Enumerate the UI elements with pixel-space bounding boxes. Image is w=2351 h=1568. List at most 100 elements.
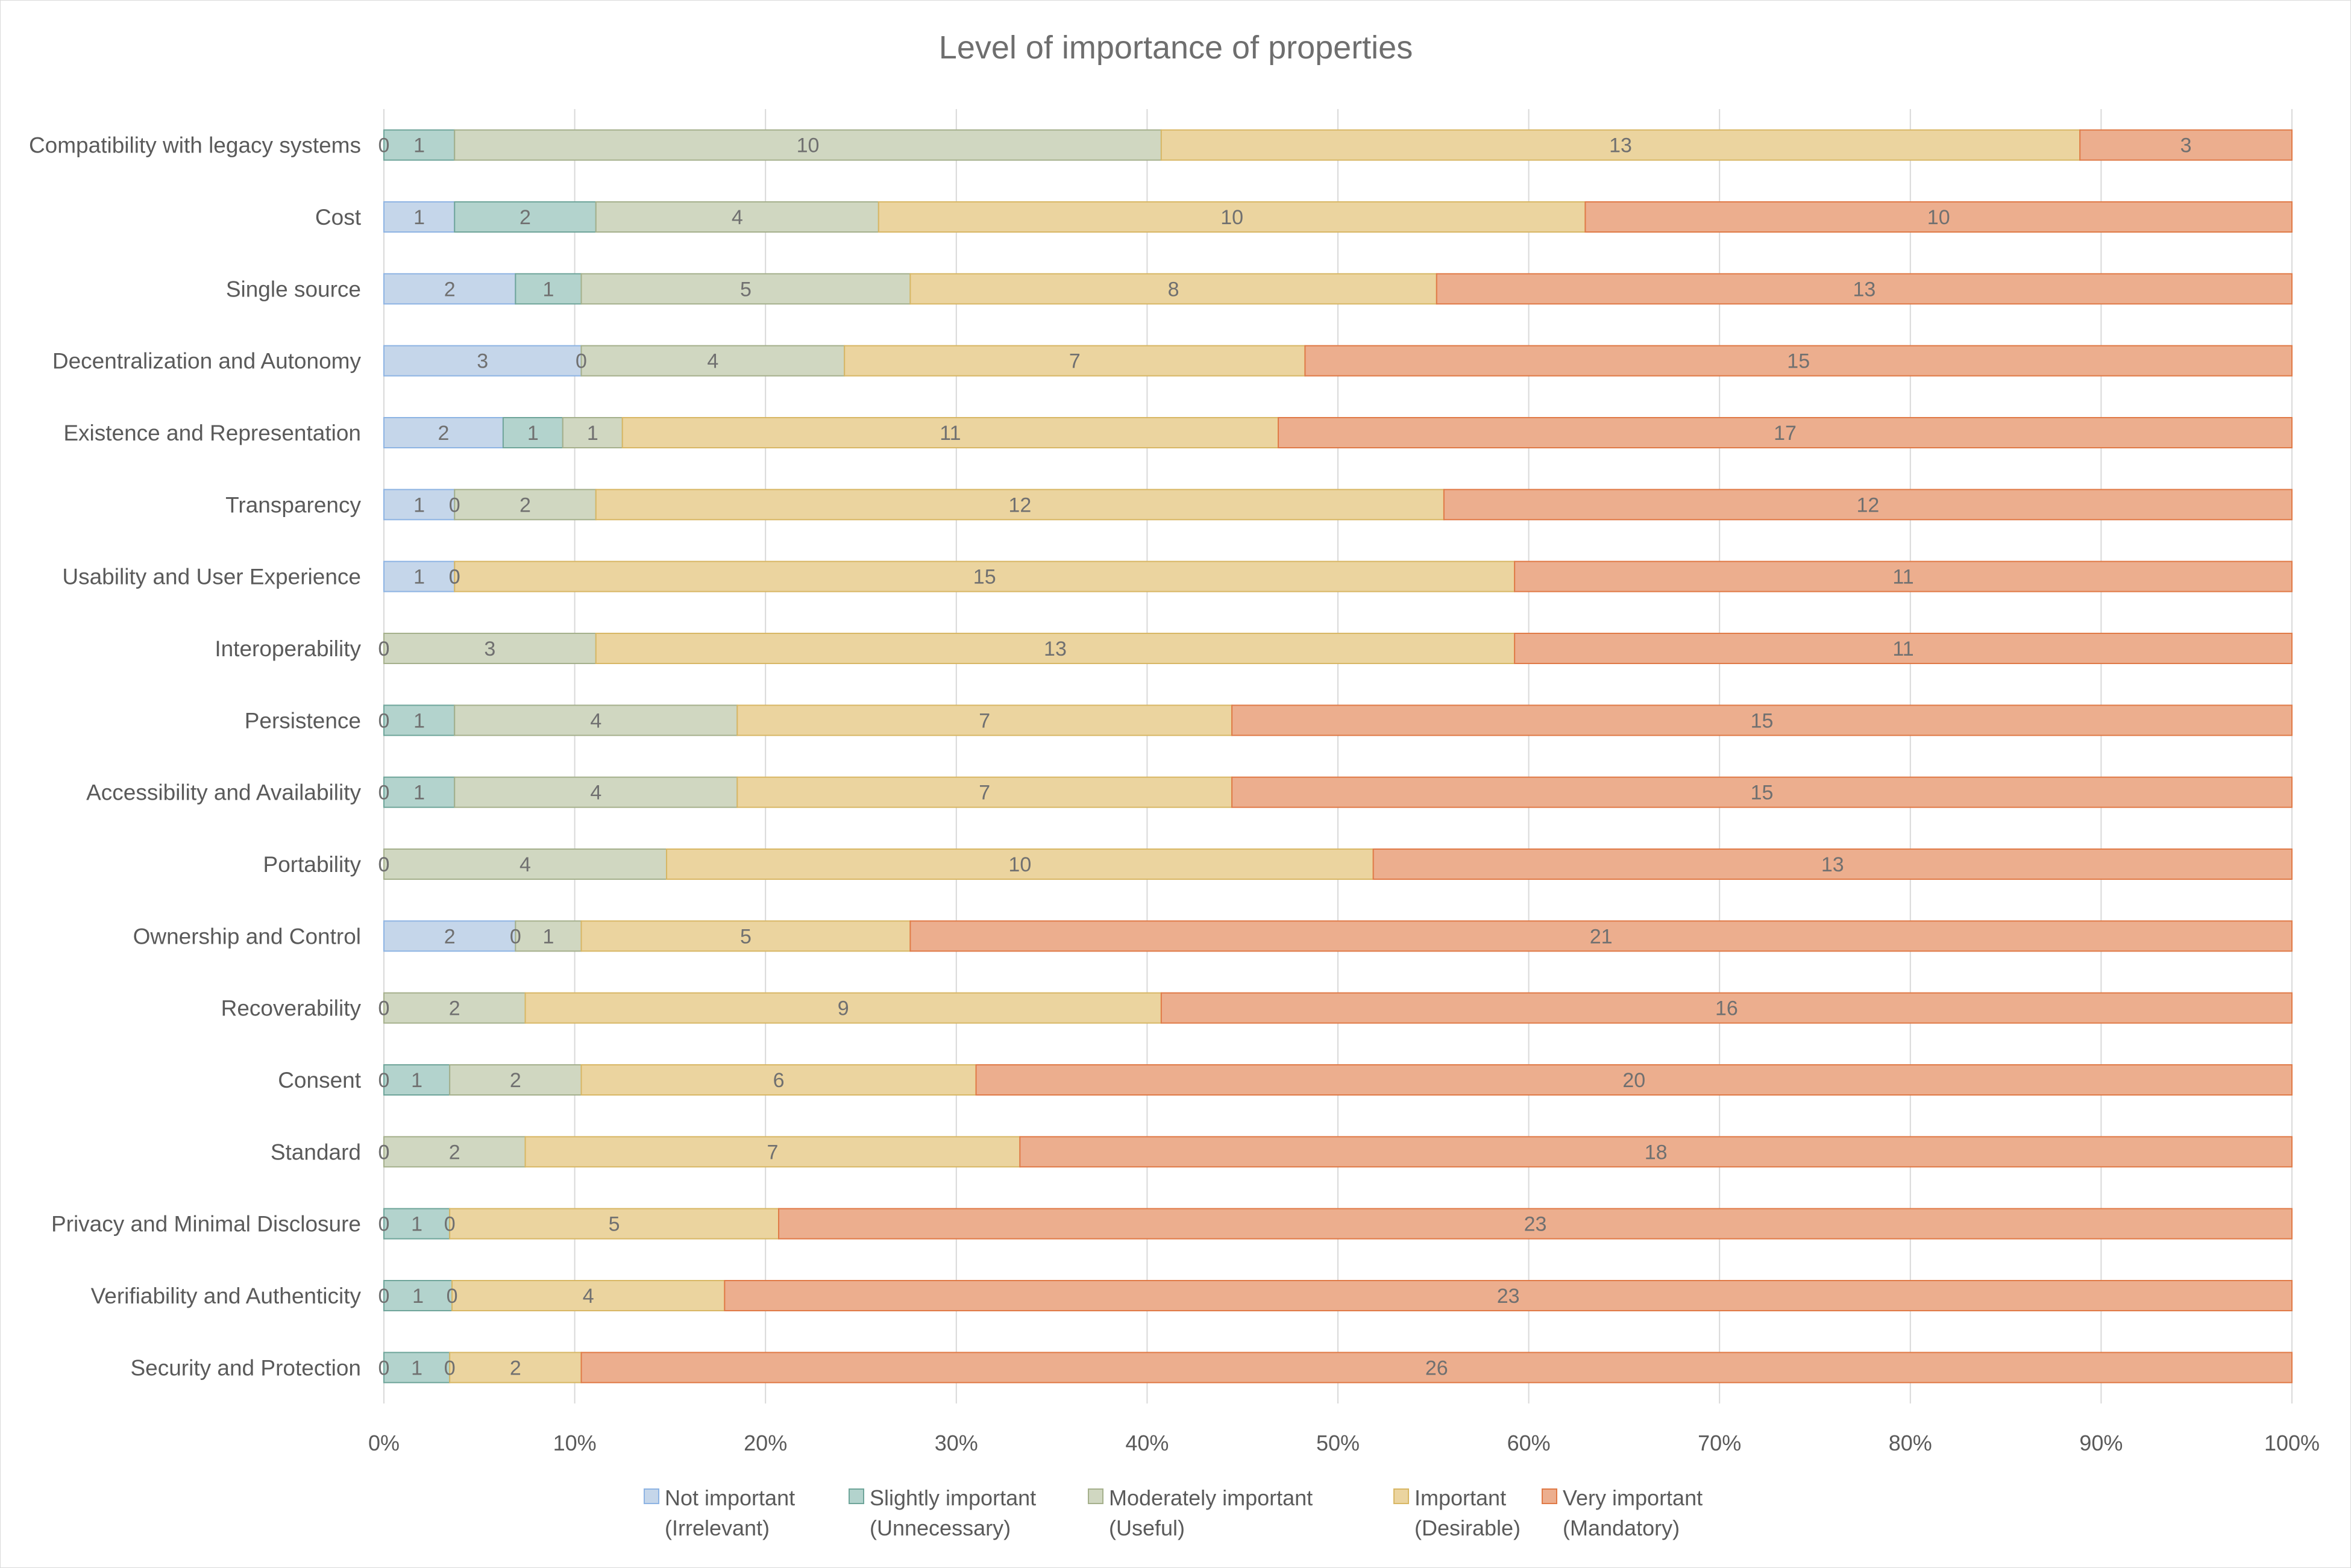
value-axis: 0% 10% 20% 30% 40% 50% 60% 70% 80% 90% 100% bbox=[368, 1431, 2320, 1455]
data-label: 0 bbox=[378, 853, 390, 876]
bar-segment-very-important bbox=[1443, 489, 2293, 521]
data-label: 15 bbox=[1751, 782, 1774, 804]
bar-segment-important bbox=[449, 1208, 780, 1240]
bar-segment-very-important bbox=[1372, 848, 2293, 880]
bar-segment-very-important bbox=[1304, 345, 2293, 377]
x-tick-label: 70% bbox=[1698, 1431, 1741, 1455]
data-label: 0 bbox=[510, 925, 521, 948]
data-label: 4 bbox=[707, 350, 718, 373]
data-label: 2 bbox=[449, 997, 460, 1020]
data-label: 16 bbox=[1715, 997, 1738, 1020]
data-label: 18 bbox=[1645, 1141, 1668, 1164]
data-label: 2 bbox=[519, 206, 531, 229]
bar-segment-very-important bbox=[1160, 992, 2293, 1024]
data-label: 13 bbox=[1853, 278, 1875, 301]
bar-segment-very-important bbox=[724, 1280, 2293, 1311]
bar-segment-very-important bbox=[1514, 633, 2293, 664]
bars bbox=[383, 129, 2293, 1384]
bar-segment-moderately-important bbox=[580, 345, 846, 377]
data-label: 0 bbox=[378, 638, 390, 660]
data-label: 13 bbox=[1821, 853, 1844, 876]
data-label: 0 bbox=[378, 709, 390, 732]
x-tick-label: 80% bbox=[1889, 1431, 1932, 1455]
data-label: 1 bbox=[412, 1285, 424, 1308]
data-label: 12 bbox=[1857, 494, 1880, 516]
data-label: 17 bbox=[1774, 422, 1797, 445]
data-label: 1 bbox=[413, 494, 425, 516]
bar-segment-slightly-important bbox=[454, 201, 597, 233]
bar-segment-not-important bbox=[383, 345, 582, 377]
bar-segment-moderately-important bbox=[383, 992, 526, 1024]
category-label: Cost bbox=[315, 205, 362, 230]
data-label: 12 bbox=[1008, 494, 1031, 516]
data-label: 0 bbox=[378, 1141, 390, 1164]
legend-label: (Mandatory) bbox=[1563, 1516, 1680, 1540]
x-tick-label: 90% bbox=[2079, 1431, 2123, 1455]
bar-segment-very-important bbox=[778, 1208, 2293, 1240]
x-tick-label: 20% bbox=[744, 1431, 787, 1455]
bar-segment-important bbox=[666, 848, 1374, 880]
data-label: 1 bbox=[413, 566, 425, 589]
bar-segment-important bbox=[844, 345, 1306, 377]
data-label: 0 bbox=[378, 782, 390, 804]
category-label: Transparency bbox=[225, 492, 361, 517]
data-label: 1 bbox=[413, 709, 425, 732]
data-label: 2 bbox=[510, 1356, 521, 1379]
bar-segment-important bbox=[524, 992, 1162, 1024]
data-label: 0 bbox=[576, 350, 587, 373]
bar-segment-important bbox=[580, 920, 911, 952]
category-label: Single source bbox=[226, 277, 361, 301]
data-label: 11 bbox=[1892, 566, 1913, 589]
bar-segment-moderately-important bbox=[454, 129, 1162, 161]
data-label: 2 bbox=[510, 1069, 521, 1092]
data-label: 0 bbox=[444, 1213, 456, 1236]
data-label: 15 bbox=[973, 566, 996, 589]
data-label: 4 bbox=[732, 206, 743, 229]
bar-segment-slightly-important bbox=[383, 776, 456, 808]
data-label: 4 bbox=[583, 1285, 594, 1308]
bar-segment-moderately-important bbox=[383, 633, 597, 664]
data-label: 1 bbox=[413, 134, 425, 157]
data-label: 3 bbox=[477, 350, 488, 373]
legend-label: Very important bbox=[1563, 1485, 1703, 1510]
category-label: Decentralization and Autonomy bbox=[52, 349, 362, 374]
data-label: 8 bbox=[1168, 278, 1179, 301]
bar-segment-very-important bbox=[1231, 776, 2293, 808]
category-label: Privacy and Minimal Disclosure bbox=[51, 1212, 361, 1237]
data-label: 3 bbox=[2180, 134, 2192, 157]
bar-segment-not-important bbox=[383, 273, 516, 305]
bar-segment-moderately-important bbox=[454, 489, 597, 521]
data-label: 1 bbox=[587, 422, 598, 445]
bar-segment-moderately-important bbox=[562, 417, 623, 448]
data-label: 5 bbox=[740, 278, 752, 301]
legend-swatch bbox=[644, 1488, 659, 1504]
category-label: Verifiability and Authenticity bbox=[91, 1284, 362, 1308]
legend-label: (Desirable) bbox=[1414, 1516, 1521, 1540]
bar-segment-slightly-important bbox=[515, 273, 582, 305]
category-label: Accessibility and Availability bbox=[86, 780, 361, 805]
bar-segment-important bbox=[454, 560, 1516, 592]
bar-segment-important bbox=[580, 1064, 977, 1096]
bar-segment-very-important bbox=[1436, 273, 2293, 305]
bar-segment-important bbox=[909, 273, 1437, 305]
data-label: 21 bbox=[1590, 925, 1613, 948]
bar-segment-not-important bbox=[383, 417, 504, 448]
data-label: 13 bbox=[1044, 638, 1067, 660]
data-label: 0 bbox=[378, 997, 390, 1020]
data-label: 6 bbox=[773, 1069, 785, 1092]
data-label: 2 bbox=[449, 1141, 460, 1164]
data-label: 0 bbox=[449, 494, 460, 516]
category-label: Standard bbox=[271, 1140, 361, 1164]
legend-swatch bbox=[849, 1488, 864, 1504]
data-label: 1 bbox=[413, 782, 425, 804]
data-label: 10 bbox=[797, 134, 820, 157]
bar-segment-important bbox=[595, 633, 1516, 664]
category-label: Persistence bbox=[245, 708, 361, 733]
data-label: 2 bbox=[519, 494, 531, 516]
data-label: 0 bbox=[378, 853, 390, 876]
data-label: 15 bbox=[1751, 709, 1774, 732]
chart-title: Level of importance of properties bbox=[939, 30, 1413, 66]
category-label: Security and Protection bbox=[130, 1355, 361, 1380]
legend-label: (Unnecessary) bbox=[870, 1516, 1011, 1540]
legend-swatch bbox=[1393, 1488, 1409, 1504]
